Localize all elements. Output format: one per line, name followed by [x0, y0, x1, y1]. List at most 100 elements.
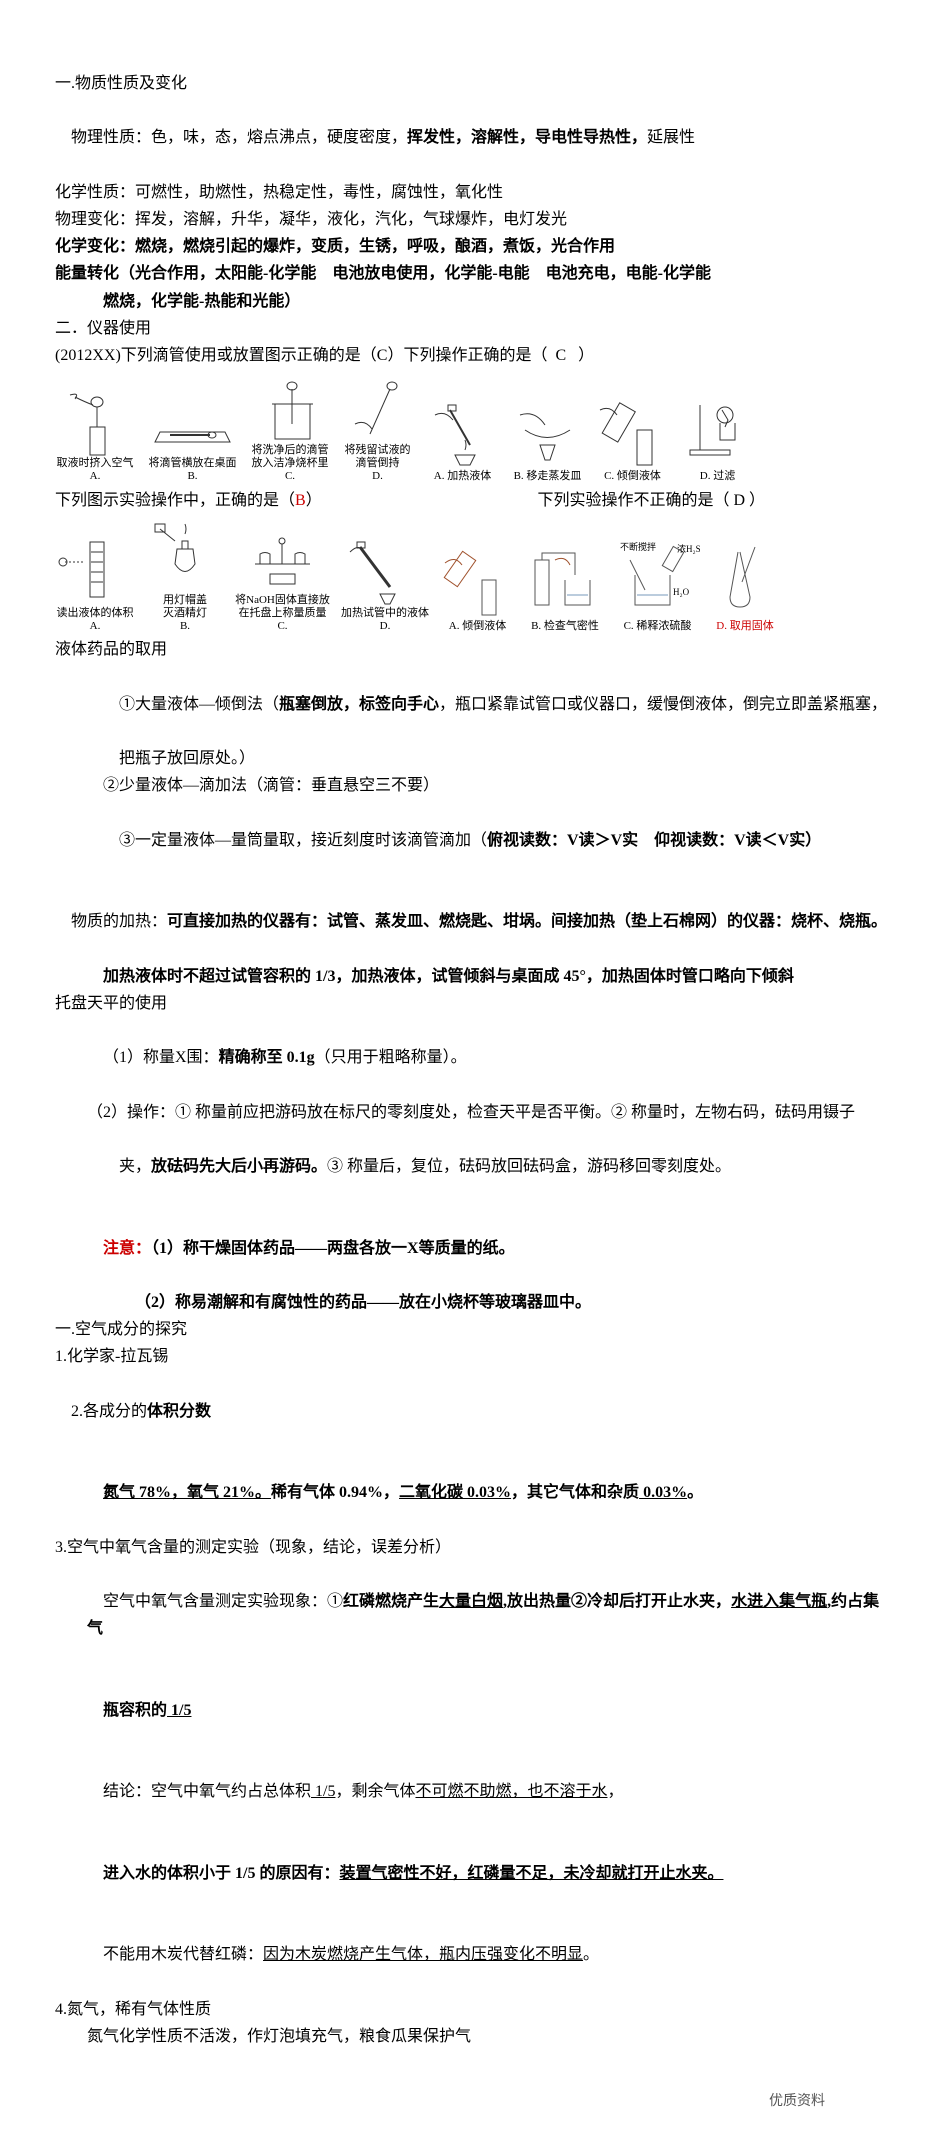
caption: B. 移走蒸发皿 — [514, 470, 582, 483]
fig-d2: D. 过滤 — [680, 395, 755, 483]
text: ③一定量液体—量筒量取，接近刻度时该滴管滴加（ — [119, 832, 487, 849]
air-l7: 结论：空气中氧气约占总体积 1/5，剩余气体不可燃不助燃，也不溶于水， — [55, 1751, 895, 1833]
air-l4: 3.空气中氧气含量的测定实验（现象，结论，误差分析） — [55, 1534, 895, 1561]
note-label: 注意： — [103, 1240, 151, 1257]
s1-l2: 化学性质：可燃性，助燃性，热稳定性，毒性，腐蚀性，氧化性 — [55, 179, 895, 206]
alcohol-lamp-icon — [145, 519, 225, 594]
liquid-l1d: 把瓶子放回原处。） — [55, 745, 895, 772]
document-page: 一.物质性质及变化 物理性质：色，味，态，熔点沸点，硬度密度，挥发性，溶解性，导… — [0, 0, 945, 2090]
text: 红磷燃烧产生 — [343, 1593, 439, 1610]
figure-row-2: 读出液体的体积 A. 用灯帽盖 灭酒精灯 B. 将NaOH固体直接放 在托盘上称… — [55, 519, 895, 634]
air-l9: 不能用木炭代替红磷：因为木炭燃烧产生气体，瓶内压强变化不明显。 — [55, 1914, 895, 1996]
caption: A. 加热液体 — [434, 470, 491, 483]
air-l6: 瓶容积的 1/5 — [55, 1670, 895, 1752]
caption: 将残留试液的 — [345, 444, 411, 457]
text: ①大量液体—倾倒法（ — [119, 696, 279, 713]
airtight-icon — [525, 545, 605, 620]
s2-q2-left: 下列图示实验操作中，正确的是（B） — [55, 487, 322, 514]
caption: 加热试管中的液体 — [341, 607, 429, 620]
caption: 放入洁净烧杯里 — [252, 457, 329, 470]
liquid-l3: ③一定量液体—量筒量取，接近刻度时该滴管滴加（俯视读数：V读＞V实 仰视读数：V… — [55, 800, 895, 882]
text: 结论：空气中氧气约占总体积 — [103, 1783, 311, 1800]
text: 物质的加热： — [71, 913, 167, 930]
text: 1/5 — [311, 1783, 335, 1800]
s1-l5: 能量转化（光合作用，太阳能-化学能 电池放电使用，化学能-电能 电池充电，电能-… — [55, 260, 895, 287]
s1-l4: 化学变化：燃烧，燃烧引起的爆炸，变质，生锈，呼吸，酿酒，煮饭，光合作用 — [55, 233, 895, 260]
caption: A. — [90, 470, 101, 483]
dropper-beaker-icon — [250, 374, 330, 444]
text: 。 — [687, 1484, 703, 1501]
text: 大量白烟 — [439, 1593, 503, 1610]
label: 不断搅拌 — [620, 541, 656, 552]
text: 氮气 78%，氧气 21%。 — [103, 1484, 271, 1501]
s2-title: 二．仪器使用 — [55, 315, 895, 342]
fig2-a2: A. 倾倒液体 — [440, 545, 515, 633]
caption: A. 倾倒液体 — [449, 620, 506, 633]
caption: 用灯帽盖 — [163, 594, 207, 607]
heat-l2: 加热液体时不超过试管容积的 1/3，加热液体，试管倾斜与桌面成 45°，加热固体… — [55, 963, 895, 990]
text: 。 — [583, 1946, 599, 1963]
text: 2.各成分的 — [71, 1403, 147, 1420]
caption: C. 倾倒液体 — [604, 470, 661, 483]
fig2-d: 加热试管中的液体 D. — [340, 532, 430, 633]
liquid-l1: ①大量液体—倾倒法（瓶塞倒放，标签向手心，瓶口紧靠试管口或仪器口，缓慢倒液体，倒… — [55, 664, 895, 746]
caption: D. 过滤 — [700, 470, 735, 483]
text: ，剩余气体 — [335, 1783, 415, 1800]
text: ， — [608, 1783, 624, 1800]
text: 稀有气体 0.94%， — [271, 1484, 399, 1501]
dropper-upside-icon — [340, 374, 415, 444]
text: 0.03% — [639, 1484, 687, 1501]
fig2-c: 将NaOH固体直接放 在托盘上称量质量 C. — [235, 519, 330, 634]
fig2-b: 用灯帽盖 灭酒精灯 B. — [145, 519, 225, 634]
caption: B. 检查气密性 — [531, 620, 599, 633]
text-bold: （1）称干燥固体药品——两盘各放一X等质量的纸。 — [151, 1240, 515, 1257]
caption: 将NaOH固体直接放 — [235, 594, 330, 607]
text: 夹， — [119, 1158, 151, 1175]
text: ,放出热量②冷却后打开止水夹， — [503, 1593, 731, 1610]
text-bold: 精确称至 0.1g — [219, 1049, 315, 1066]
air-l10: 4.氮气，稀有气体性质 — [55, 1996, 895, 2023]
text: 1/5 — [167, 1702, 191, 1719]
label: H₂O — [673, 587, 690, 597]
caption: C. — [277, 620, 287, 633]
s1-l3: 物理变化：挥发，溶解，升华，凝华，液化，汽化，气球爆炸，电灯发光 — [55, 206, 895, 233]
text: 二氧化碳 0.03% — [399, 1484, 511, 1501]
take-solid-icon — [710, 542, 780, 620]
s1-l6: 燃烧，化学能-热能和光能） — [55, 288, 895, 315]
caption: 在托盘上称量质量 — [239, 607, 327, 620]
heat-l1: 物质的加热：可直接加热的仪器有：试管、蒸发皿、燃烧匙、坩埚。间接加热（垫上石棉网… — [55, 881, 895, 963]
text-bold: 挥发性，溶解性，导电性导热性， — [407, 129, 647, 146]
caption: 将洗净后的滴管 — [252, 444, 329, 457]
fig-c2: C. 倾倒液体 — [595, 395, 670, 483]
text: ） — [306, 492, 322, 509]
label: 浓H₂SO₄ — [677, 544, 700, 554]
balance-title: 托盘天平的使用 — [55, 990, 895, 1017]
text: （只用于粗略称量）。 — [315, 1049, 467, 1066]
s2-q2-right: 下列实验操作不正确的是（ D ） — [537, 487, 895, 514]
fig-a1: 取液时挤入空气 A. — [55, 387, 135, 483]
s2-q2-row: 下列图示实验操作中，正确的是（B） 下列实验操作不正确的是（ D ） — [55, 487, 895, 514]
answer-b: B — [295, 492, 306, 509]
air-l8: 进入水的体积小于 1/5 的原因有：装置气密性不好，红磷量不足，未冷却就打开止水… — [55, 1833, 895, 1915]
air-l5: 空气中氧气含量测定实验现象：①红磷燃烧产生大量白烟,放出热量②冷却后打开止水夹，… — [55, 1561, 895, 1670]
text: ，瓶口紧靠试管口或仪器口，缓慢倒液体，倒完立即盖紧瓶塞， — [439, 696, 887, 713]
fig-a2: A. 加热液体 — [425, 395, 500, 483]
heat-liquid-icon — [425, 395, 500, 470]
text-bold: 体积分数 — [147, 1403, 211, 1420]
text-bold: 瓶塞倒放，标签向手心 — [279, 696, 439, 713]
air-l11: 氮气化学性质不活泼，作灯泡填充气，粮食瓜果保护气 — [55, 2023, 895, 2050]
heat-tube-icon — [340, 532, 430, 607]
dilute-acid-icon: 不断搅拌 浓H₂SO₄ H₂O — [615, 540, 700, 620]
liquid-l2: ②少量液体—滴加法（滴管：垂直悬空三不要） — [55, 772, 895, 799]
caption: 读出液体的体积 — [57, 607, 134, 620]
dropper-squeeze-icon — [55, 387, 135, 457]
caption: C. — [285, 470, 295, 483]
air-l1: 1.化学家-拉瓦锡 — [55, 1343, 895, 1370]
caption: 取液时挤入空气 — [57, 457, 134, 470]
balance-l2a: （2）操作：① 称量前应把游码放在标尺的零刻度处，检查天平是否平衡。② 称量时，… — [55, 1099, 895, 1126]
fig-b2: B. 移走蒸发皿 — [510, 395, 585, 483]
fig-d1: 将残留试液的 滴管倒持 D. — [340, 374, 415, 484]
fig-c1: 将洗净后的滴管 放入洁净烧杯里 C. — [250, 374, 330, 484]
fig2-a: 读出液体的体积 A. — [55, 532, 135, 633]
caption: D. — [372, 470, 383, 483]
